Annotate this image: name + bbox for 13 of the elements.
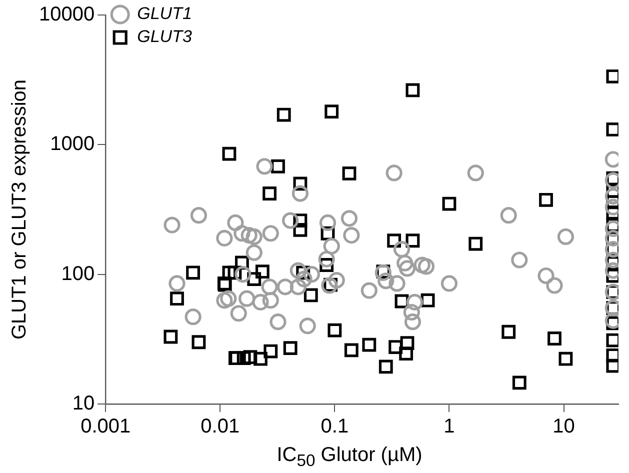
x-tick-label: 0.01 bbox=[200, 416, 240, 438]
x-tick-label: 1 bbox=[444, 416, 455, 438]
y-tick-label: 100 bbox=[61, 262, 95, 285]
x-tick-label: 10 bbox=[552, 416, 575, 438]
x-tick-label: 0.001 bbox=[80, 416, 131, 438]
legend-label: GLUT1 bbox=[137, 4, 192, 24]
x-tick-label: 0.1 bbox=[320, 416, 349, 438]
x-axis-title: IC$_{50}$ Glutor (µM) bbox=[276, 444, 424, 471]
y-tick-label: 1000 bbox=[50, 133, 95, 156]
legend-label: GLUT3 bbox=[137, 27, 192, 46]
y-tick-label: 10000 bbox=[38, 4, 95, 26]
y-tick-label: 10 bbox=[72, 392, 95, 415]
y-axis-title: GLUT1 or GLUT3 expression bbox=[8, 79, 31, 340]
